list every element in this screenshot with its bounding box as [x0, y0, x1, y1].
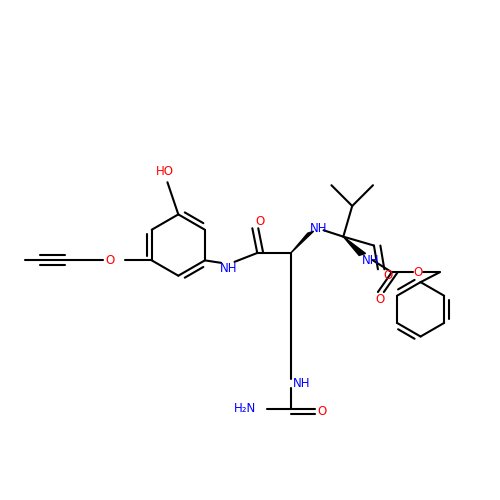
Text: NH: NH [220, 262, 238, 276]
Polygon shape [291, 231, 314, 253]
Text: O: O [414, 266, 423, 279]
Text: HO: HO [156, 165, 174, 178]
Text: NH: NH [293, 377, 310, 390]
Text: H₂N: H₂N [234, 402, 256, 414]
Text: O: O [256, 215, 265, 228]
Text: O: O [383, 268, 392, 281]
Text: O: O [105, 254, 115, 267]
Text: NH: NH [362, 254, 380, 267]
Text: O: O [376, 294, 384, 306]
Polygon shape [344, 236, 365, 256]
Text: O: O [318, 405, 326, 418]
Text: NH: NH [310, 222, 328, 234]
